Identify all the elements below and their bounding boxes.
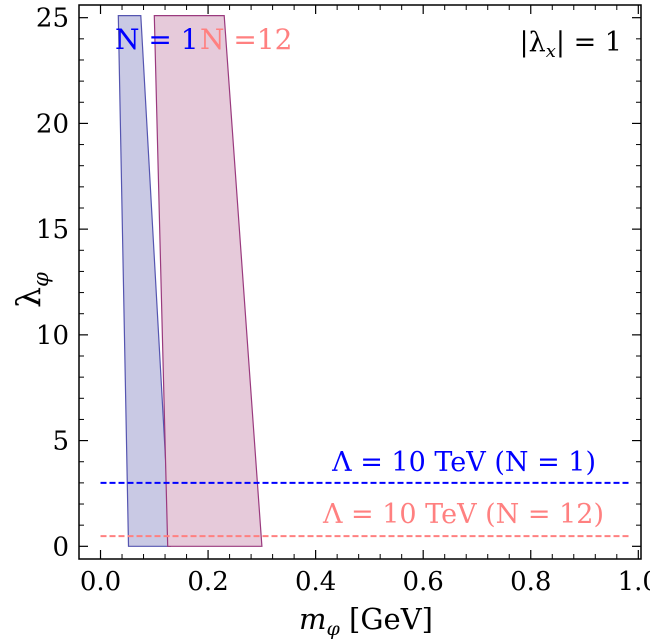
x-tick-label: 0.6: [403, 567, 444, 597]
x-tick-label: 0.0: [80, 567, 121, 597]
ref-line-label-n1: Λ = 10 TeV (N = 1): [331, 447, 596, 478]
reference-lines-layer: [100, 481, 631, 538]
lambda-x-label: |λx| = 1: [520, 27, 622, 62]
ticks-layer: [78, 5, 641, 559]
n1-label: N = 1: [115, 23, 199, 56]
n12-label: N =12: [200, 23, 293, 56]
allowed-region-n12: [153, 15, 263, 547]
x-tick-label: 0.8: [510, 567, 551, 597]
y-tick-label: 20: [36, 109, 69, 139]
plot-frame: [78, 4, 642, 560]
x-tick-label: 0.2: [187, 567, 228, 597]
ref-line-label-n12: Λ = 10 TeV (N = 12): [322, 499, 604, 530]
y-tick-label: 25: [36, 4, 69, 34]
y-tick-label: 15: [36, 215, 69, 245]
regions-layer: [117, 15, 263, 547]
y-tick-label: 0: [52, 532, 69, 562]
y-axis-title: λφ: [9, 272, 53, 308]
y-tick-label: 10: [36, 321, 69, 351]
x-tick-label: 1.0: [618, 567, 650, 597]
y-tick-label: 5: [52, 427, 69, 457]
x-axis-title: mφ [GeV]: [299, 602, 433, 640]
x-tick-label: 0.4: [295, 567, 336, 597]
tick-labels-layer: 0.0 0.2 0.4 0.6 0.8 1.0 0 5 10 15 20 25: [36, 4, 650, 597]
